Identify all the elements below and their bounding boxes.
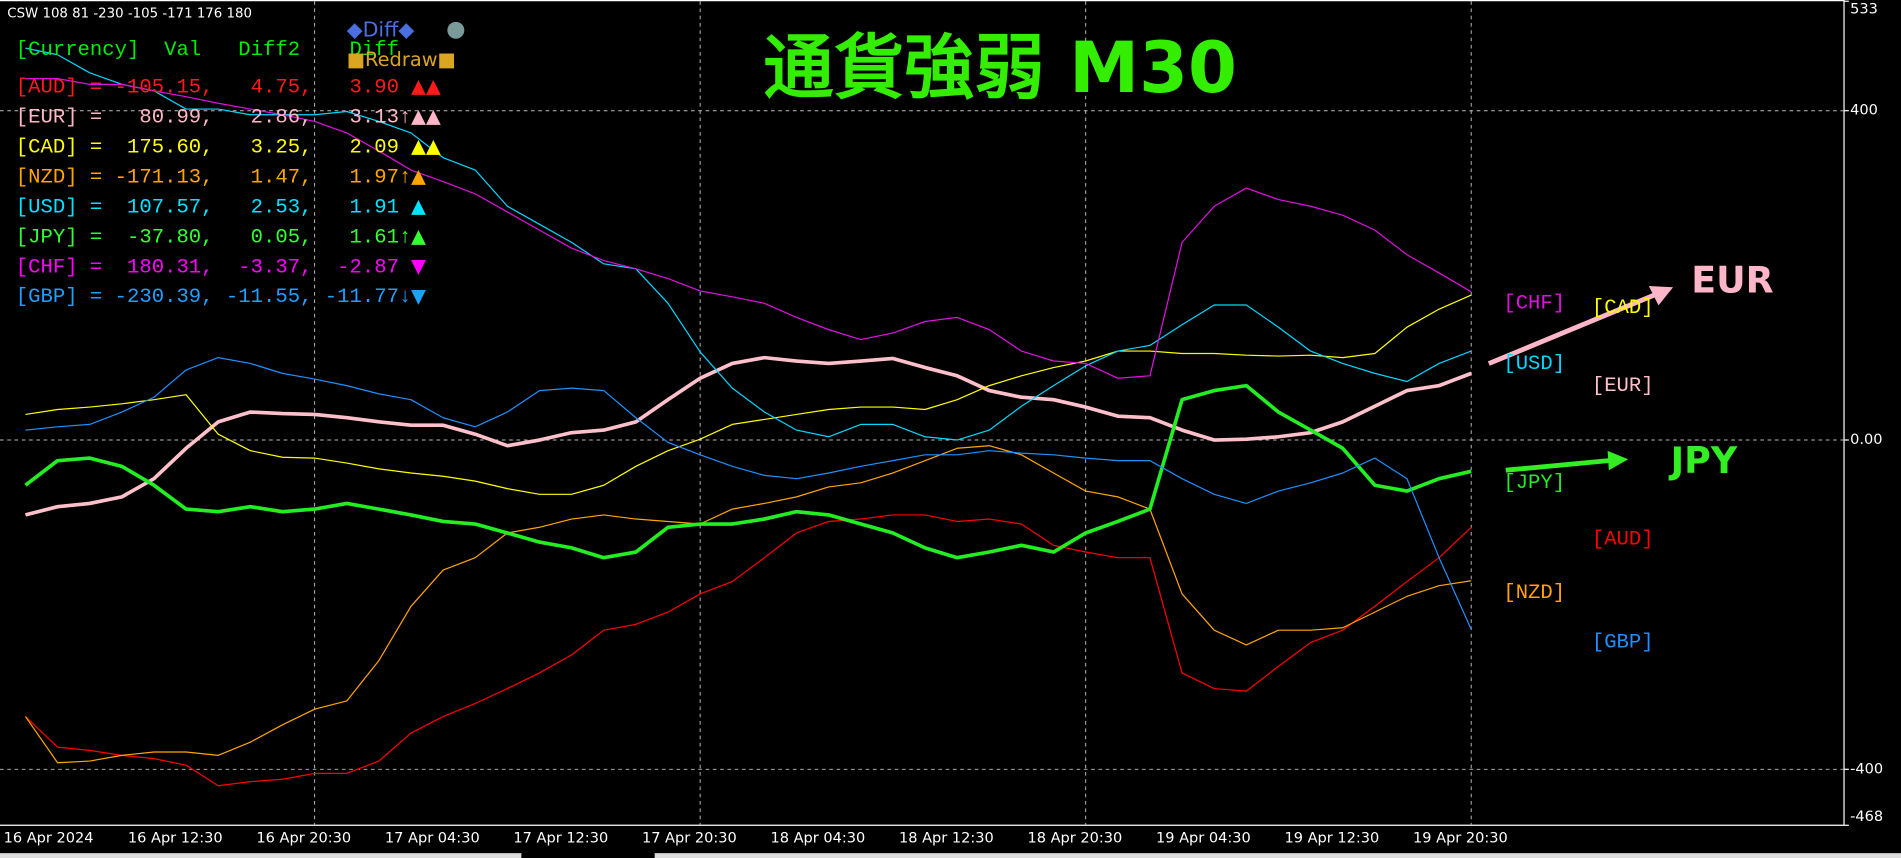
- y-tick-label: 0.00: [1850, 432, 1882, 448]
- eur-arrow-head: [1648, 286, 1674, 306]
- legend-label: [NZD]: [1503, 582, 1565, 605]
- row-text: [EUR] = 80.99, 2.86, 3.13↑: [16, 107, 412, 130]
- x-tick-label: 17 Apr 20:30: [642, 831, 737, 847]
- legend-label: [JPY]: [1503, 472, 1565, 495]
- scrollbar: [654, 853, 1901, 858]
- row-arrows: ▲▲: [411, 135, 441, 158]
- redraw-button[interactable]: ■Redraw■: [347, 48, 456, 71]
- legend-label: [USD]: [1503, 353, 1565, 376]
- x-tick-label: 18 Apr 12:30: [899, 831, 994, 847]
- series-line: [25, 514, 1472, 787]
- annotation: EUR: [1691, 258, 1773, 301]
- jpy-arrow: [1505, 458, 1611, 473]
- row-text: [JPY] = -37.80, 0.05, 1.61↑: [16, 226, 412, 249]
- x-tick-label: 19 Apr 20:30: [1413, 831, 1508, 847]
- row-text: [CHF] = 180.31, -3.37, -2.87: [16, 256, 399, 279]
- x-tick-label: 19 Apr 12:30: [1285, 831, 1380, 847]
- row-text: [USD] = 107.57, 2.53, 1.91: [16, 196, 399, 219]
- x-tick-label: 16 Apr 12:30: [128, 831, 223, 847]
- row-arrows: ▲▲: [411, 105, 441, 128]
- row-arrows: ▲: [411, 224, 426, 247]
- scrollbar: [0, 853, 522, 858]
- legend-label: [GBP]: [1592, 632, 1654, 655]
- row-text: [CAD] = 175.60, 3.25, 2.09: [16, 137, 399, 160]
- row-arrows: ▲: [411, 194, 426, 217]
- jpy-arrow-head: [1607, 450, 1629, 471]
- y-tick-label: -400: [1850, 761, 1883, 777]
- series-line: [25, 78, 1472, 379]
- row-text: [GBP] = -230.39, -11.55, -11.77↓: [16, 286, 412, 309]
- series-line: [24, 445, 1472, 764]
- status-text: CSW 108 81 -230 -105 -171 176 180: [7, 6, 252, 21]
- series-line: [25, 47, 1472, 441]
- x-tick-label: 18 Apr 20:30: [1027, 831, 1122, 847]
- x-tick-label: 17 Apr 04:30: [385, 831, 480, 847]
- diff-button[interactable]: ◆Diff◆: [347, 17, 415, 41]
- x-tick-label: 19 Apr 04:30: [1156, 831, 1251, 847]
- annotation: JPY: [1668, 439, 1738, 482]
- legend-label: [CHF]: [1503, 292, 1565, 315]
- legend-label: [EUR]: [1592, 375, 1654, 398]
- y-tick-label: 400: [1850, 103, 1878, 119]
- row-arrows: ▼: [411, 254, 426, 277]
- x-tick-label: 16 Apr 2024: [4, 831, 94, 847]
- plot: [0, 1, 1845, 826]
- series-line: [25, 357, 1472, 630]
- series-line: [25, 294, 1472, 495]
- x-tick-label: 16 Apr 20:30: [256, 831, 351, 847]
- y-tick-label: -468: [1850, 809, 1883, 825]
- legend-label: [CAD]: [1592, 297, 1654, 320]
- legend-label: [AUD]: [1592, 529, 1654, 552]
- row-arrows: ▼: [411, 284, 426, 307]
- eur-arrow: [1487, 291, 1660, 366]
- x-tick-label: 17 Apr 12:30: [513, 831, 608, 847]
- row-arrows: ▲▲: [411, 75, 441, 98]
- y-tick-label: 533: [1850, 2, 1878, 18]
- row-text: [NZD] = -171.13, 1.47, 1.97↑: [16, 166, 412, 189]
- chart-title: 通貨強弱 M30: [763, 27, 1237, 109]
- table-header: [Currency] Val Diff2 Diff: [16, 39, 399, 62]
- series-line: [25, 355, 1472, 517]
- currency-table: [AUD] = -105.15, 4.75, 3.90 ▲▲[EUR] = 80.…: [16, 75, 441, 309]
- x-tick-label: 18 Apr 04:30: [770, 831, 865, 847]
- toggle-dot[interactable]: [447, 21, 465, 39]
- row-arrows: ▲: [411, 165, 426, 188]
- series-line: [24, 383, 1472, 560]
- row-text: [AUD] = -105.15, 4.75, 3.90: [16, 77, 399, 100]
